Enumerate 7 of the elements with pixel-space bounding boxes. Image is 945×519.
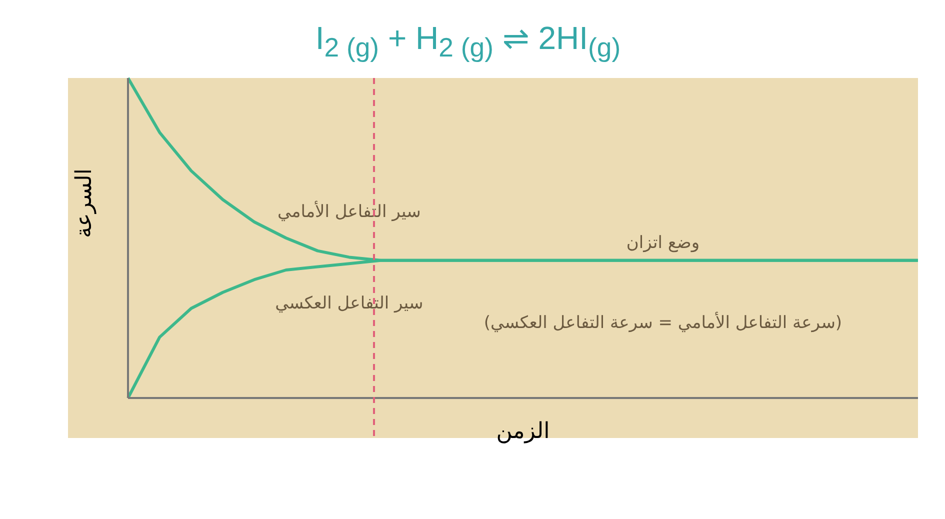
x-axis-title: الزمن [496,419,550,444]
annotation: (سرعة التفاعل الأمامي = سرعة التفاعل العكسي) [482,313,844,333]
y-axis-title: السرعة [72,168,97,238]
annotation: وضع اتزان [625,233,701,253]
chart-title: I$_{2 (g)}$ + H$_{2 (g)}$ ⇌ 2HI$_{(g)}$ [314,19,622,64]
series-label: سير التفاعل العكسي [275,294,424,314]
series-label: سير التفاعل الأمامي [278,200,421,222]
